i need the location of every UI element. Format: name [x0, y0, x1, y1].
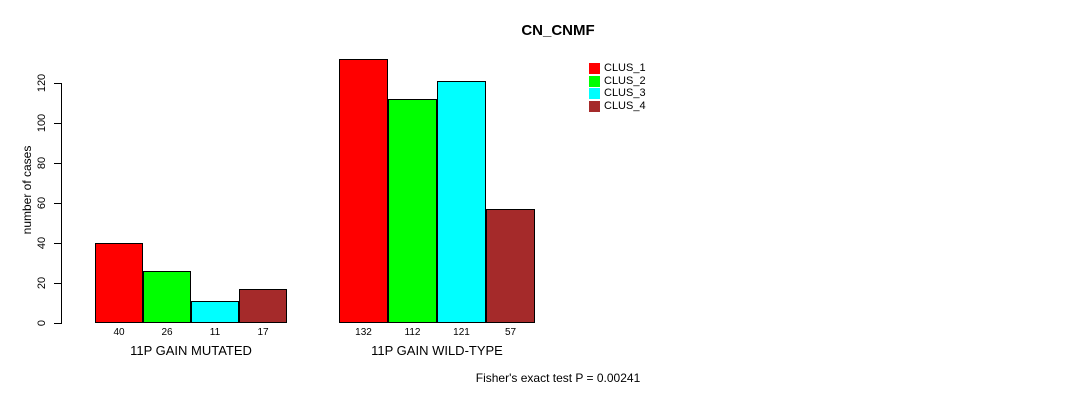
- category-label: 11P GAIN MUTATED: [130, 343, 252, 358]
- bar-value-label: 112: [404, 327, 421, 338]
- y-axis-tick-label: 20: [36, 276, 48, 290]
- bar-value-label: 121: [453, 327, 470, 338]
- y-axis-tick: [54, 163, 61, 164]
- legend-label: CLUS_4: [604, 100, 646, 112]
- legend-label: CLUS_1: [604, 62, 646, 74]
- y-axis-tick: [54, 203, 61, 204]
- bar-clus_2-1: [143, 271, 191, 323]
- bar-value-label: 57: [504, 327, 517, 338]
- bar-value-label: 132: [355, 327, 372, 338]
- bar-clus_2-2: [388, 99, 437, 323]
- bar-clus_4-2: [486, 209, 535, 323]
- legend-label: CLUS_3: [604, 87, 646, 99]
- bar-clus_4-1: [239, 289, 287, 323]
- y-axis-tick-label: 100: [36, 113, 48, 133]
- legend-swatch: [589, 101, 600, 112]
- legend-swatch: [589, 63, 600, 74]
- y-axis-tick-label: 60: [36, 196, 48, 210]
- chart-title: CN_CNMF: [521, 22, 595, 39]
- y-axis-tick: [54, 283, 61, 284]
- y-axis-tick-label: 0: [36, 319, 48, 327]
- y-axis-tick: [54, 243, 61, 244]
- y-axis-label: number of cases: [20, 145, 34, 235]
- category-label: 11P GAIN WILD-TYPE: [371, 343, 503, 358]
- bar-value-label: 11: [209, 327, 221, 338]
- bar-clus_3-2: [437, 81, 486, 323]
- y-axis-tick-label: 40: [36, 236, 48, 250]
- annotation-text: Fisher's exact test P = 0.00241: [475, 371, 641, 385]
- bar-clus_3-1: [191, 301, 239, 323]
- legend-label: CLUS_2: [604, 75, 646, 87]
- legend-swatch: [589, 88, 600, 99]
- y-axis-tick: [54, 123, 61, 124]
- bar-clus_1-1: [95, 243, 143, 323]
- y-axis-tick-label: 120: [36, 73, 48, 93]
- y-axis-tick: [54, 323, 61, 324]
- y-axis-line: [61, 83, 62, 324]
- legend-swatch: [589, 76, 600, 87]
- bar-value-label: 26: [161, 327, 173, 338]
- bar-value-label: 17: [257, 327, 269, 338]
- y-axis-tick: [54, 83, 61, 84]
- bar-clus_1-2: [339, 59, 388, 323]
- bar-value-label: 40: [113, 327, 125, 338]
- y-axis-tick-label: 80: [36, 156, 48, 170]
